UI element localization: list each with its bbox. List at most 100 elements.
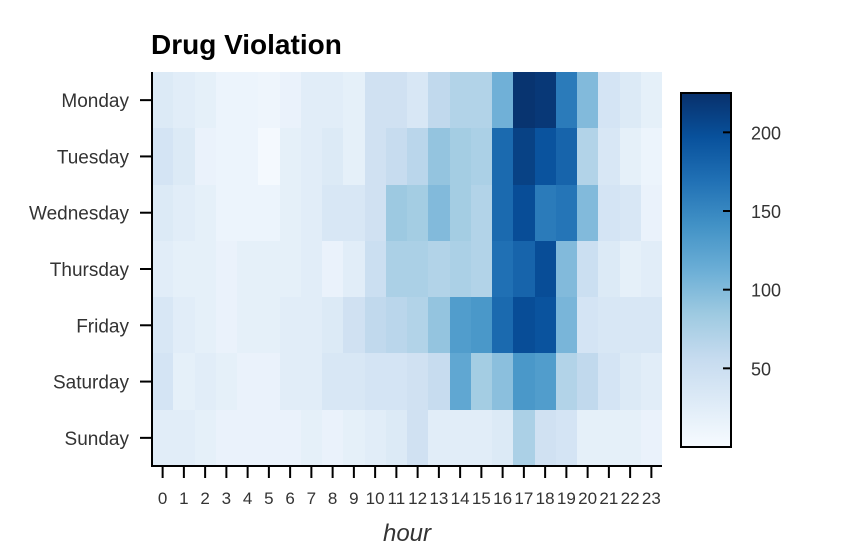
heatmap-cell — [216, 72, 237, 128]
heatmap-cell — [620, 241, 641, 297]
heatmap-cell — [428, 410, 450, 466]
heatmap-cell — [237, 128, 258, 185]
heatmap-cells — [152, 72, 662, 466]
heatmap-cell — [535, 185, 556, 241]
heatmap-cell — [386, 353, 407, 410]
heatmap-cell — [535, 72, 556, 128]
heatmap-cell — [173, 128, 195, 185]
heatmap-cell — [322, 128, 343, 185]
heatmap-cell — [258, 128, 280, 185]
heatmap-cell — [280, 297, 301, 353]
heatmap-cell — [322, 297, 343, 353]
heatmap-cell — [343, 297, 365, 353]
heatmap-cell — [365, 72, 386, 128]
x-tick-label: 16 — [493, 489, 512, 508]
heatmap-cell — [492, 297, 513, 353]
heatmap-cell — [301, 353, 322, 410]
heatmap-cell — [535, 297, 556, 353]
heatmap-cell — [237, 72, 258, 128]
heatmap-cell — [428, 353, 450, 410]
heatmap-cell — [237, 241, 258, 297]
heatmap-cell — [513, 128, 535, 185]
heatmap-cell — [280, 128, 301, 185]
heatmap-cell — [216, 185, 237, 241]
heatmap-cell — [301, 128, 322, 185]
x-tick-label: 21 — [599, 489, 618, 508]
heatmap-cell — [365, 241, 386, 297]
heatmap-cell — [343, 410, 365, 466]
heatmap-cell — [641, 128, 662, 185]
x-tick-label: 1 — [179, 489, 188, 508]
heatmap-cell — [556, 353, 577, 410]
heatmap-cell — [407, 241, 428, 297]
heatmap-cell — [322, 410, 343, 466]
heatmap-cell — [365, 353, 386, 410]
x-tick-label: 15 — [472, 489, 491, 508]
heatmap-cell — [471, 128, 492, 185]
heatmap-cell — [641, 72, 662, 128]
heatmap-cell — [280, 241, 301, 297]
heatmap-cell — [365, 410, 386, 466]
heatmap-cell — [386, 297, 407, 353]
x-tick-label: 13 — [429, 489, 448, 508]
heatmap-cell — [301, 410, 322, 466]
y-tick-label: Tuesday — [57, 147, 130, 168]
y-tick-label: Monday — [61, 91, 129, 112]
x-tick-label: 17 — [514, 489, 533, 508]
heatmap-cell — [152, 241, 173, 297]
heatmap-cell — [577, 72, 598, 128]
heatmap-cell — [450, 128, 471, 185]
heatmap-cell — [173, 185, 195, 241]
colorbar-tick-label: 50 — [751, 359, 771, 379]
heatmap-cell — [450, 185, 471, 241]
x-axis-label: hour — [383, 520, 432, 547]
heatmap-cell — [152, 72, 173, 128]
heatmap-cell — [301, 185, 322, 241]
heatmap-cell — [492, 353, 513, 410]
heatmap-cell — [577, 241, 598, 297]
x-tick-label: 11 — [388, 489, 406, 508]
heatmap-cell — [216, 241, 237, 297]
x-tick-label: 5 — [264, 489, 273, 508]
y-tick-label: Friday — [76, 316, 129, 337]
heatmap-cell — [173, 297, 195, 353]
x-tick-label: 4 — [243, 489, 252, 508]
heatmap-cell — [386, 72, 407, 128]
heatmap-cell — [428, 72, 450, 128]
heatmap-cell — [386, 128, 407, 185]
heatmap-cell — [365, 128, 386, 185]
heatmap-cell — [343, 72, 365, 128]
heatmap-cell — [471, 241, 492, 297]
heatmap-cell — [216, 410, 237, 466]
heatmap-cell — [641, 185, 662, 241]
x-tick-label: 19 — [557, 489, 576, 508]
heatmap-cell — [258, 410, 280, 466]
heatmap-cell — [641, 297, 662, 353]
heatmap-cell — [535, 353, 556, 410]
heatmap-cell — [556, 128, 577, 185]
heatmap-cell — [513, 353, 535, 410]
heatmap-cell — [620, 410, 641, 466]
heatmap-cell — [258, 353, 280, 410]
heatmap-cell — [535, 410, 556, 466]
heatmap-cell — [598, 128, 620, 185]
heatmap-cell — [428, 185, 450, 241]
heatmap-cell — [237, 410, 258, 466]
heatmap-cell — [386, 241, 407, 297]
heatmap-cell — [280, 410, 301, 466]
y-tick-label: Wednesday — [29, 204, 129, 225]
heatmap-cell — [258, 297, 280, 353]
heatmap-cell — [428, 297, 450, 353]
heatmap-cell — [152, 297, 173, 353]
x-tick-label: 12 — [408, 489, 427, 508]
heatmap-cell — [471, 72, 492, 128]
heatmap-cell — [492, 72, 513, 128]
heatmap-cell — [301, 72, 322, 128]
heatmap-cell — [428, 241, 450, 297]
colorbar-tick-label: 200 — [751, 123, 781, 143]
heatmap-cell — [577, 185, 598, 241]
axes: Monday Tuesday Wednesday Thursday Friday Satu… — [29, 72, 662, 508]
heatmap-cell — [343, 185, 365, 241]
heatmap-cell — [577, 128, 598, 185]
heatmap-cell — [598, 72, 620, 128]
